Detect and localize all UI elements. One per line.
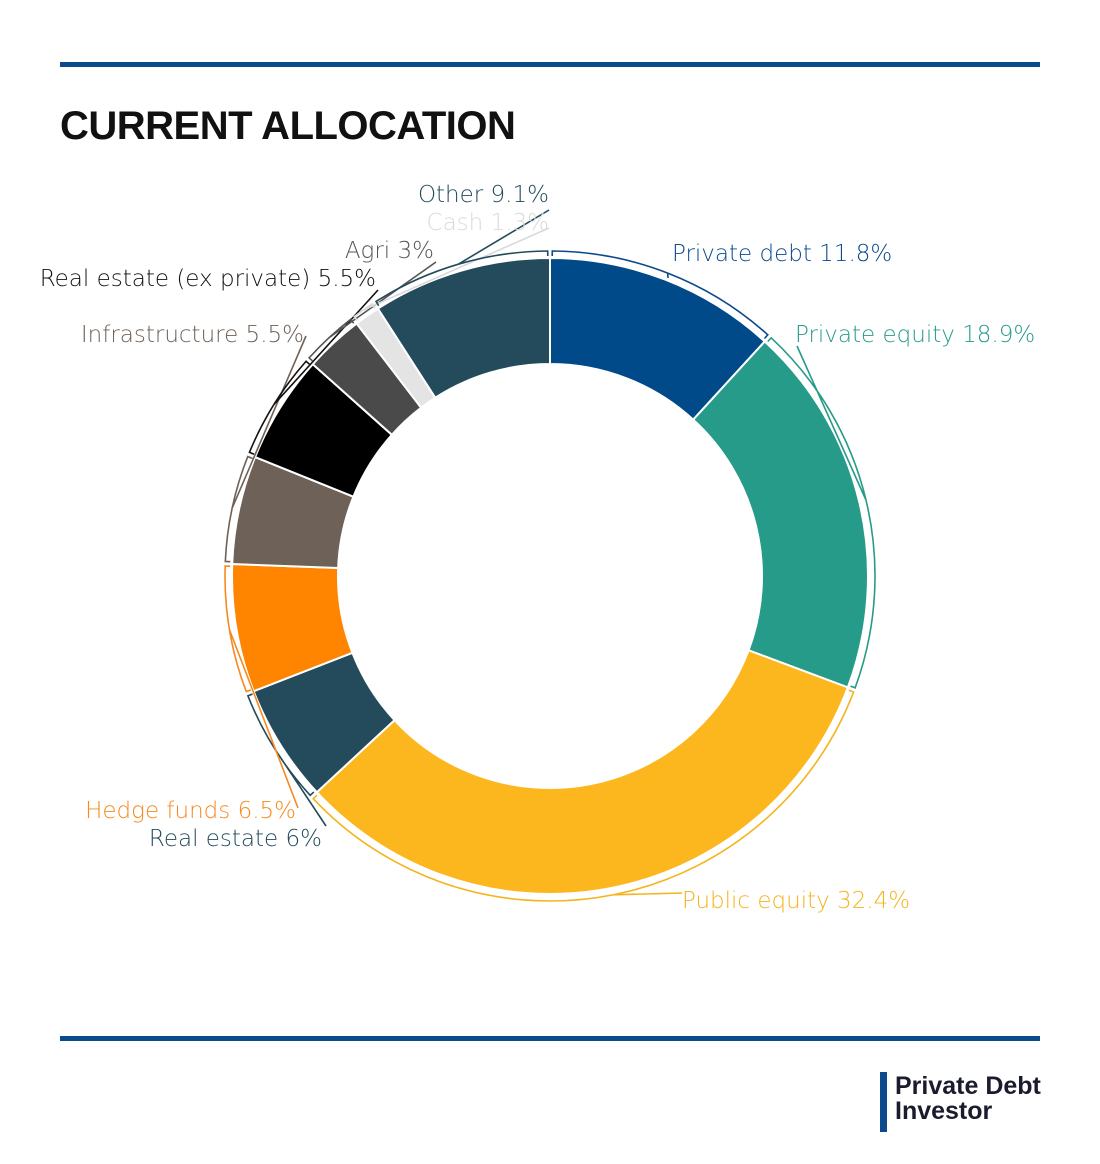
label-real-estate-ex-private: Real estate (ex private) 5.5% bbox=[40, 266, 376, 292]
bottom-rule bbox=[60, 1036, 1040, 1041]
leader-hedge-funds bbox=[224, 565, 299, 809]
label-real-estate: Real estate 6% bbox=[149, 826, 322, 852]
label-other: Other 9.1% bbox=[418, 182, 549, 208]
label-hedge-funds: Hedge funds 6.5% bbox=[85, 798, 296, 824]
slice-labels: Private debt 11.8% Private equity 18.9% Pu… bbox=[40, 182, 1036, 914]
slice-private-equity bbox=[691, 340, 869, 689]
leader-agri bbox=[307, 261, 437, 362]
label-agri: Agri 3% bbox=[345, 238, 434, 264]
leader-private-equity bbox=[767, 336, 876, 689]
leader-private-debt bbox=[551, 250, 769, 340]
label-cash: Cash 1.3% bbox=[427, 210, 549, 236]
leader-real-estate-ex-private bbox=[248, 289, 379, 456]
label-private-equity: Private equity 18.9% bbox=[795, 322, 1035, 348]
label-leaders bbox=[224, 209, 876, 902]
donut-chart: Private debt 11.8% Private equity 18.9% Pu… bbox=[40, 182, 1036, 914]
brand-line-1: Private Debt bbox=[895, 1072, 1041, 1100]
leader-cash bbox=[353, 227, 550, 322]
leader-public-equity bbox=[312, 689, 855, 902]
slice-public-equity bbox=[315, 649, 850, 895]
brand-wordmark: Private Debt Investor bbox=[895, 1074, 1041, 1124]
top-rule bbox=[60, 62, 1040, 67]
slice-other bbox=[376, 256, 551, 400]
label-public-equity: Public equity 32.4% bbox=[682, 888, 910, 914]
leader-other bbox=[374, 209, 550, 307]
label-infrastructure: Infrastructure 5.5% bbox=[81, 322, 304, 348]
leader-infrastructure bbox=[224, 335, 307, 563]
brand-accent-bar bbox=[880, 1072, 887, 1132]
donut-slices bbox=[231, 256, 869, 895]
brand-line-2: Investor bbox=[895, 1097, 993, 1125]
page-title: CURRENT ALLOCATION bbox=[60, 104, 516, 148]
label-private-debt: Private debt 11.8% bbox=[672, 241, 892, 267]
